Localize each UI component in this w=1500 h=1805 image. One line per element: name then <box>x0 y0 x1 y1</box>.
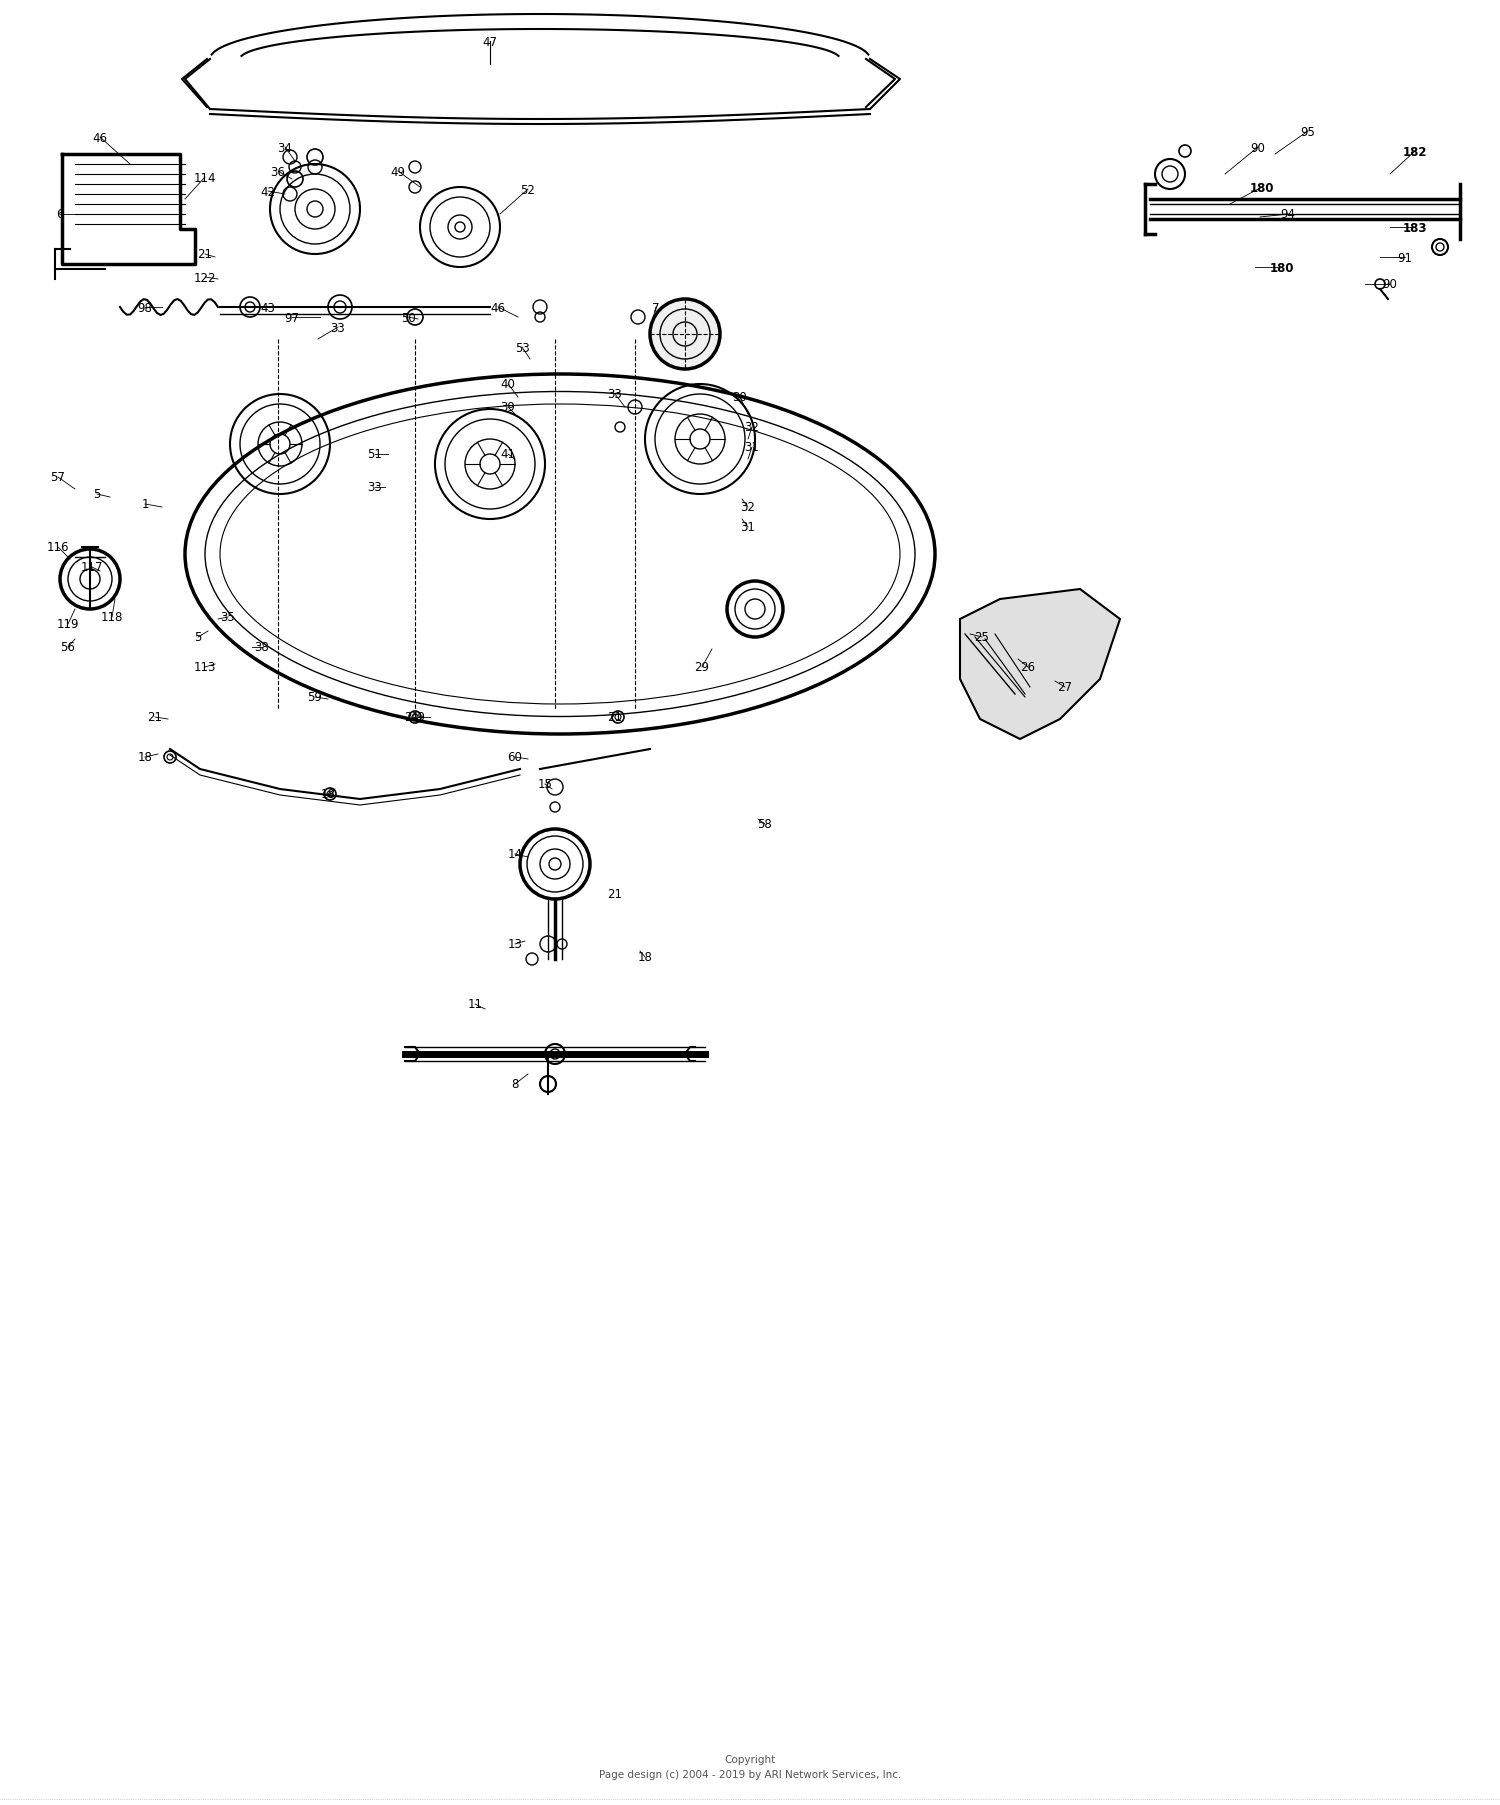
Text: 58: 58 <box>758 818 772 830</box>
Text: 49: 49 <box>390 166 405 179</box>
Text: 180: 180 <box>1269 262 1294 274</box>
Text: 98: 98 <box>138 301 153 314</box>
Text: 94: 94 <box>1281 208 1296 222</box>
Text: 114: 114 <box>194 171 216 184</box>
Text: 18: 18 <box>138 751 153 764</box>
Text: 30: 30 <box>732 392 747 404</box>
Text: 18: 18 <box>321 789 336 801</box>
Text: 46: 46 <box>490 301 506 314</box>
Text: 117: 117 <box>81 561 104 574</box>
Text: 43: 43 <box>261 301 276 314</box>
Text: 52: 52 <box>520 184 536 197</box>
Text: 49: 49 <box>411 711 426 724</box>
Text: 47: 47 <box>483 36 498 49</box>
Text: 59: 59 <box>308 691 322 704</box>
Text: 34: 34 <box>278 141 292 155</box>
Text: 31: 31 <box>741 522 756 534</box>
Text: 97: 97 <box>285 310 300 325</box>
Text: 95: 95 <box>1300 125 1316 139</box>
Text: Page design (c) 2004 - 2019 by ARI Network Services, Inc.: Page design (c) 2004 - 2019 by ARI Netwo… <box>598 1769 902 1780</box>
Text: 25: 25 <box>975 632 990 644</box>
Text: 7: 7 <box>652 301 660 314</box>
Text: 60: 60 <box>507 751 522 764</box>
Text: 6: 6 <box>57 208 63 222</box>
Text: 26: 26 <box>1020 661 1035 673</box>
Text: 40: 40 <box>501 379 516 392</box>
Text: Copyright: Copyright <box>724 1754 776 1763</box>
Text: 32: 32 <box>741 502 756 514</box>
Text: 118: 118 <box>100 612 123 625</box>
Circle shape <box>650 300 720 370</box>
Text: 13: 13 <box>507 939 522 951</box>
Text: 51: 51 <box>368 448 382 462</box>
Text: 5: 5 <box>93 487 100 502</box>
Text: 56: 56 <box>60 641 75 653</box>
Text: 113: 113 <box>194 661 216 673</box>
Text: 91: 91 <box>1398 251 1413 264</box>
Text: 116: 116 <box>46 542 69 554</box>
Text: 32: 32 <box>744 421 759 435</box>
Text: 46: 46 <box>93 132 108 144</box>
Text: 29: 29 <box>694 661 709 673</box>
Text: 57: 57 <box>51 471 66 484</box>
Text: 35: 35 <box>220 612 236 625</box>
Text: 41: 41 <box>501 448 516 462</box>
Text: 90: 90 <box>1251 141 1266 155</box>
Text: 31: 31 <box>744 440 759 455</box>
Text: 33: 33 <box>608 388 622 401</box>
Text: 21: 21 <box>608 711 622 724</box>
Text: 182: 182 <box>1402 146 1428 159</box>
Text: 21: 21 <box>147 711 162 724</box>
Text: 1: 1 <box>141 498 148 511</box>
Text: 8: 8 <box>512 1078 519 1090</box>
Text: 14: 14 <box>507 848 522 861</box>
Text: 33: 33 <box>330 321 345 334</box>
Text: 42: 42 <box>261 186 276 199</box>
Text: 50: 50 <box>400 310 416 325</box>
Text: 53: 53 <box>514 341 529 354</box>
Text: 21: 21 <box>198 249 213 262</box>
Polygon shape <box>960 590 1120 740</box>
Text: 180: 180 <box>1250 180 1274 195</box>
Text: 21: 21 <box>405 711 420 724</box>
Text: 39: 39 <box>501 401 516 415</box>
Text: 15: 15 <box>537 778 552 791</box>
Text: 21: 21 <box>608 888 622 901</box>
Text: 27: 27 <box>1058 680 1072 695</box>
Text: 38: 38 <box>255 641 270 653</box>
Text: 5: 5 <box>195 632 201 644</box>
Text: 122: 122 <box>194 271 216 285</box>
Text: 18: 18 <box>638 951 652 964</box>
Text: 36: 36 <box>270 166 285 179</box>
Text: 90: 90 <box>1383 278 1398 291</box>
Text: 11: 11 <box>468 998 483 1011</box>
Text: 33: 33 <box>368 482 382 495</box>
Text: 119: 119 <box>57 617 80 632</box>
Text: 183: 183 <box>1402 222 1428 235</box>
